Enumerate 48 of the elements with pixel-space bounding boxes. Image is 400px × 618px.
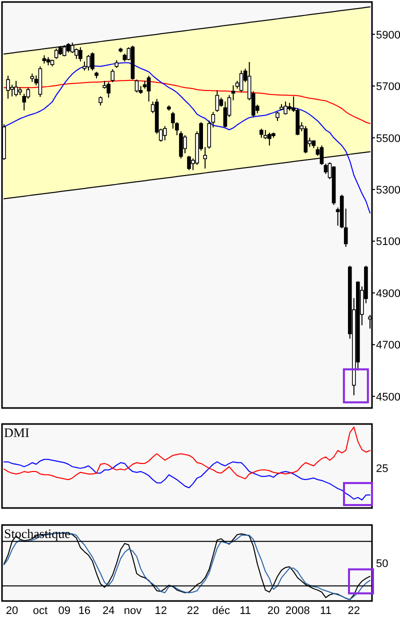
x-tick-label: 11 bbox=[320, 605, 332, 617]
candlestick bbox=[259, 128, 264, 138]
candlestick bbox=[187, 155, 191, 171]
x-tick-label: 11 bbox=[240, 605, 252, 617]
candlestick bbox=[6, 75, 10, 100]
x-tick-label: 09 bbox=[58, 605, 70, 617]
candlestick bbox=[162, 126, 167, 141]
x-tick-label: 12 bbox=[154, 605, 167, 617]
candlestick bbox=[134, 79, 139, 94]
candlestick bbox=[276, 111, 280, 122]
text: 25 bbox=[376, 463, 388, 475]
x-tick-label: 20 bbox=[6, 605, 18, 617]
candlestick bbox=[324, 163, 328, 174]
x-tick-label: 24 bbox=[102, 605, 115, 617]
x-tick-label: déc bbox=[212, 605, 231, 617]
candlestick bbox=[78, 46, 82, 62]
candlestick bbox=[90, 52, 94, 72]
candlestick bbox=[264, 130, 268, 140]
y-tick-label: 4900 bbox=[376, 288, 400, 300]
x-tick-label: 20 bbox=[267, 605, 280, 617]
chart-title: DMI bbox=[4, 425, 30, 440]
x-tick-label: nov bbox=[124, 605, 142, 617]
candlestick bbox=[106, 82, 110, 98]
candlestick bbox=[284, 101, 288, 115]
candlestick bbox=[304, 126, 308, 154]
y-tick-label: 5500 bbox=[376, 132, 400, 145]
line-series bbox=[4, 151, 370, 200]
y-tick-label: 4500 bbox=[376, 391, 400, 404]
x-tick-label: 16 bbox=[78, 605, 91, 617]
candlestick bbox=[14, 80, 18, 97]
candlestick bbox=[268, 132, 272, 146]
y-tick-label: 5700 bbox=[376, 81, 400, 94]
x-tick-label: oct bbox=[32, 605, 48, 617]
candlestick bbox=[146, 75, 151, 102]
candlestick bbox=[239, 70, 244, 94]
y-tick-label: 5900 bbox=[376, 29, 400, 42]
candlestick bbox=[183, 134, 187, 154]
candlestick bbox=[98, 96, 102, 106]
y-tick-label: 5100 bbox=[376, 236, 400, 248]
candlestick bbox=[215, 90, 220, 112]
candlestick bbox=[86, 54, 90, 72]
y-tick-label: 5300 bbox=[376, 184, 400, 196]
text: 50 bbox=[376, 558, 388, 570]
x-tick-label: 22 bbox=[186, 605, 200, 617]
candlestick bbox=[110, 68, 115, 83]
y-tick-label: 4700 bbox=[376, 340, 400, 352]
x-tick-label: 2008 bbox=[285, 605, 310, 617]
x-tick-label: 22 bbox=[348, 605, 360, 617]
